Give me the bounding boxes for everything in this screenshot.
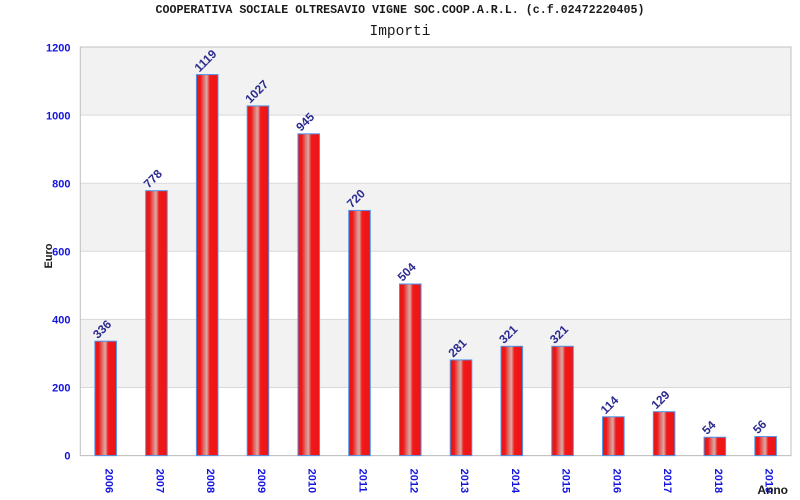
svg-text:1000: 1000 xyxy=(46,111,70,123)
svg-text:2010: 2010 xyxy=(306,469,318,493)
svg-text:2016: 2016 xyxy=(610,469,622,493)
svg-text:Anno: Anno xyxy=(757,483,788,497)
svg-text:200: 200 xyxy=(52,383,70,395)
svg-text:2017: 2017 xyxy=(661,469,673,493)
svg-text:400: 400 xyxy=(52,315,70,327)
svg-text:2018: 2018 xyxy=(712,469,724,493)
svg-text:2008: 2008 xyxy=(204,469,216,493)
svg-text:Euro: Euro xyxy=(43,243,55,268)
svg-text:800: 800 xyxy=(52,179,70,191)
svg-text:2009: 2009 xyxy=(255,469,267,493)
svg-text:2006: 2006 xyxy=(103,469,115,493)
svg-text:1200: 1200 xyxy=(46,43,70,55)
svg-text:2013: 2013 xyxy=(458,469,470,493)
svg-text:2015: 2015 xyxy=(560,469,572,493)
svg-text:2012: 2012 xyxy=(407,469,419,493)
svg-text:0: 0 xyxy=(64,451,70,463)
svg-text:2011: 2011 xyxy=(357,469,369,493)
svg-text:2007: 2007 xyxy=(153,469,165,493)
svg-text:2014: 2014 xyxy=(509,469,521,494)
